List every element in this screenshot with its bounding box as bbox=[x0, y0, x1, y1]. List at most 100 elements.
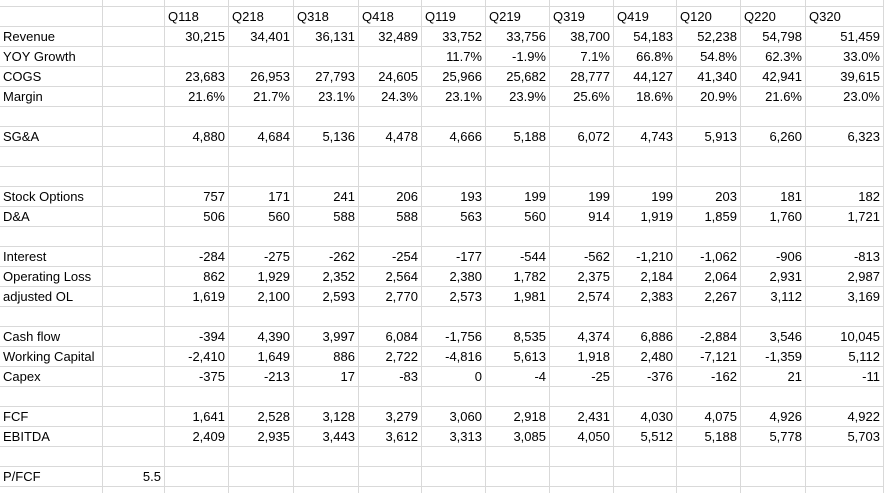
grid-cell bbox=[806, 387, 884, 407]
value-cell: 33.0% bbox=[806, 47, 884, 67]
grid-cell bbox=[614, 307, 677, 327]
grid-cell bbox=[677, 167, 741, 187]
value-cell: 199 bbox=[614, 187, 677, 207]
value-cell: -2,410 bbox=[165, 347, 229, 367]
value-cell: 21 bbox=[741, 367, 806, 387]
grid-cell bbox=[359, 107, 422, 127]
row-label: EBITDA bbox=[0, 427, 103, 447]
grid-cell bbox=[229, 387, 294, 407]
value-cell: 1,918 bbox=[550, 347, 614, 367]
grid-cell bbox=[677, 147, 741, 167]
grid-cell bbox=[550, 447, 614, 467]
row-label: SG&A bbox=[0, 127, 103, 147]
value-cell: 25,682 bbox=[486, 67, 550, 87]
grid-cell bbox=[103, 0, 165, 7]
value-cell: 38,700 bbox=[550, 27, 614, 47]
grid-cell bbox=[550, 107, 614, 127]
grid-cell bbox=[103, 107, 165, 127]
grid-cell bbox=[103, 307, 165, 327]
grid-cell bbox=[165, 387, 229, 407]
grid-cell bbox=[486, 307, 550, 327]
grid-cell bbox=[103, 427, 165, 447]
value-cell: -4 bbox=[486, 367, 550, 387]
column-header: Q320 bbox=[806, 7, 884, 27]
grid-cell bbox=[165, 227, 229, 247]
row-label: Revenue bbox=[0, 27, 103, 47]
grid-cell bbox=[806, 307, 884, 327]
column-header: Q418 bbox=[359, 7, 422, 27]
value-cell: 5.5 bbox=[103, 467, 165, 487]
value-cell: 2,573 bbox=[422, 287, 486, 307]
grid-cell bbox=[741, 447, 806, 467]
grid-cell bbox=[422, 0, 486, 7]
row-label: Capex bbox=[0, 367, 103, 387]
column-header: Q118 bbox=[165, 7, 229, 27]
grid-cell bbox=[614, 167, 677, 187]
value-cell: 206 bbox=[359, 187, 422, 207]
grid-cell bbox=[677, 307, 741, 327]
value-cell: 23,683 bbox=[165, 67, 229, 87]
value-cell: 6,072 bbox=[550, 127, 614, 147]
value-cell: 3,112 bbox=[741, 287, 806, 307]
value-cell: 17 bbox=[294, 367, 359, 387]
value-cell: -275 bbox=[229, 247, 294, 267]
value-cell: 182 bbox=[806, 187, 884, 207]
grid-cell bbox=[165, 107, 229, 127]
grid-cell bbox=[422, 147, 486, 167]
value-cell: 4,030 bbox=[614, 407, 677, 427]
grid-cell bbox=[614, 487, 677, 493]
grid-cell bbox=[165, 147, 229, 167]
grid-cell bbox=[741, 467, 806, 487]
grid-cell bbox=[294, 47, 359, 67]
value-cell: 1,619 bbox=[165, 287, 229, 307]
value-cell: 5,188 bbox=[677, 427, 741, 447]
grid-cell bbox=[806, 447, 884, 467]
value-cell: 23.1% bbox=[294, 87, 359, 107]
grid-cell bbox=[229, 147, 294, 167]
value-cell: 4,478 bbox=[359, 127, 422, 147]
row-label: Margin bbox=[0, 87, 103, 107]
value-cell: 4,922 bbox=[806, 407, 884, 427]
grid-cell bbox=[229, 447, 294, 467]
grid-cell bbox=[741, 387, 806, 407]
value-cell: 2,431 bbox=[550, 407, 614, 427]
grid-cell bbox=[103, 87, 165, 107]
value-cell: 8,535 bbox=[486, 327, 550, 347]
grid-cell bbox=[677, 227, 741, 247]
grid-cell bbox=[0, 307, 103, 327]
value-cell: 1,760 bbox=[741, 207, 806, 227]
grid-cell bbox=[422, 387, 486, 407]
grid-cell bbox=[359, 47, 422, 67]
value-cell: -162 bbox=[677, 367, 741, 387]
value-cell: 54,798 bbox=[741, 27, 806, 47]
grid-cell bbox=[677, 387, 741, 407]
grid-cell bbox=[0, 147, 103, 167]
value-cell: 3,612 bbox=[359, 427, 422, 447]
grid-cell bbox=[229, 487, 294, 493]
value-cell: 41,340 bbox=[677, 67, 741, 87]
value-cell: 5,778 bbox=[741, 427, 806, 447]
grid-cell bbox=[486, 387, 550, 407]
grid-cell bbox=[103, 7, 165, 27]
value-cell: -177 bbox=[422, 247, 486, 267]
value-cell: 1,782 bbox=[486, 267, 550, 287]
grid-cell bbox=[614, 467, 677, 487]
grid-cell bbox=[486, 447, 550, 467]
column-header: Q319 bbox=[550, 7, 614, 27]
grid-cell bbox=[103, 367, 165, 387]
value-cell: -544 bbox=[486, 247, 550, 267]
value-cell: 3,997 bbox=[294, 327, 359, 347]
value-cell: 2,383 bbox=[614, 287, 677, 307]
value-cell: -11 bbox=[806, 367, 884, 387]
value-cell: 2,593 bbox=[294, 287, 359, 307]
row-label: Working Capital bbox=[0, 347, 103, 367]
value-cell: -1,210 bbox=[614, 247, 677, 267]
value-cell: 3,169 bbox=[806, 287, 884, 307]
grid-cell bbox=[294, 447, 359, 467]
value-cell: 28,777 bbox=[550, 67, 614, 87]
grid-cell bbox=[0, 7, 103, 27]
value-cell: 66.8% bbox=[614, 47, 677, 67]
grid-cell bbox=[806, 467, 884, 487]
value-cell: 3,279 bbox=[359, 407, 422, 427]
value-cell: 23.0% bbox=[806, 87, 884, 107]
